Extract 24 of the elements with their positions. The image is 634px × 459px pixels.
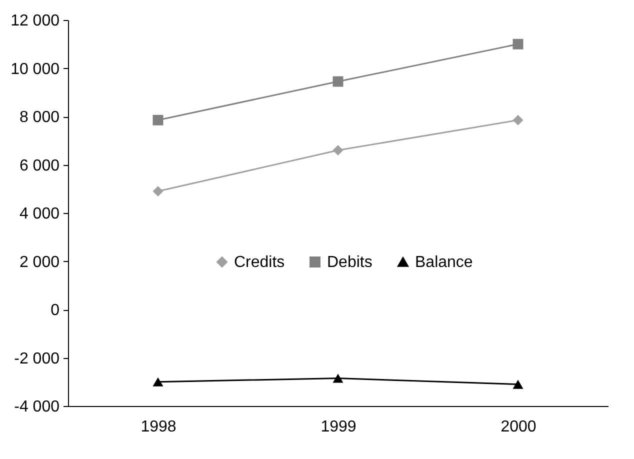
point (332, 374, 344, 383)
point (512, 114, 524, 126)
y-tick-label: 6 000 (19, 157, 60, 174)
y-tick-label: 2 000 (19, 254, 60, 271)
legend-label: Credits (234, 254, 285, 271)
point (512, 38, 524, 50)
y-tick-label: -4 000 (14, 398, 60, 416)
point (512, 380, 524, 389)
y-tick-label: 10 000 (10, 60, 60, 78)
x-tick-label: 1998 (140, 418, 176, 436)
y-tick-label: 4 000 (19, 206, 60, 222)
point (332, 76, 344, 87)
y-tick-label: -2 000 (14, 350, 60, 368)
x-tick-label: 1999 (320, 418, 356, 436)
x-tick-label: 2000 (500, 418, 536, 436)
y-tick-label: 12 000 (10, 12, 60, 30)
point (332, 145, 344, 156)
point (152, 186, 164, 197)
legend-label: Debits (327, 254, 372, 271)
y-tick-label: 0 (50, 302, 60, 319)
point (152, 377, 164, 386)
legend-label: Balance (415, 254, 473, 271)
point (152, 114, 164, 126)
y-tick-label: 8 000 (19, 109, 60, 126)
